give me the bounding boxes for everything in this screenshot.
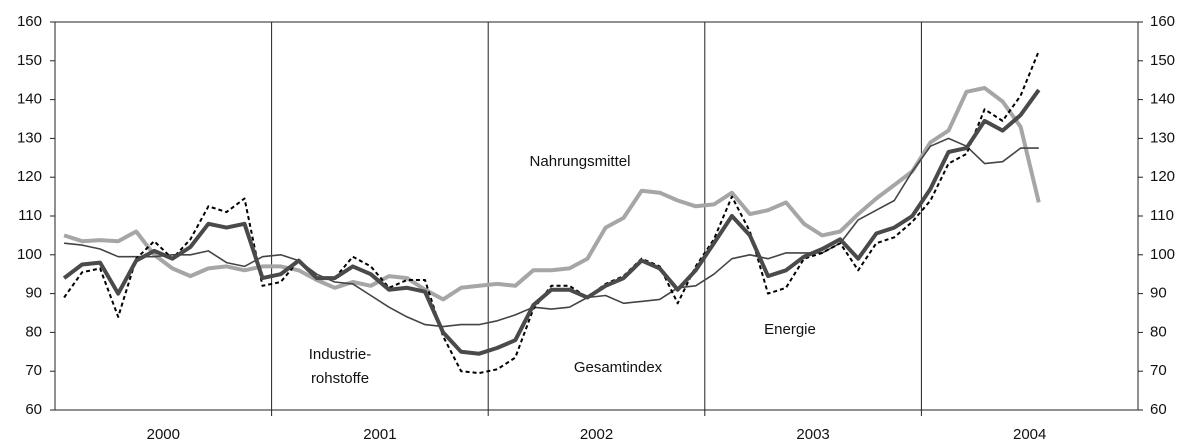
x-tick-label: 2000: [147, 426, 180, 443]
series-label: rohstoffe: [311, 370, 369, 387]
y2-tick-label: 110: [1150, 207, 1174, 224]
y-tick-label: 80: [25, 323, 42, 340]
y-tick-label: 120: [17, 168, 42, 185]
y2-tick-label: 130: [1150, 129, 1175, 146]
series-line: [63, 50, 1040, 375]
y-tick-label: 150: [17, 52, 42, 69]
series-label: Industrie-: [309, 346, 372, 363]
x-tick-label: 2004: [1013, 426, 1046, 443]
y-tick-label: 130: [17, 129, 42, 146]
plot-frame: [54, 21, 1139, 411]
series-line: [64, 137, 1039, 328]
y2-tick-label: 150: [1150, 52, 1175, 69]
y2-tick-label: 70: [1150, 362, 1167, 379]
series-line: [63, 86, 1041, 302]
y2-tick-label: 60: [1150, 401, 1167, 418]
y-tick-label: 110: [18, 207, 42, 224]
series-label: Energie: [764, 321, 816, 338]
y-tick-label: 70: [25, 362, 42, 379]
y2-tick-label: 100: [1150, 246, 1175, 263]
x-tick-label: 2001: [363, 426, 396, 443]
y-tick-label: 160: [17, 13, 42, 30]
series-line: [62, 88, 1041, 356]
y-tick-label: 100: [17, 246, 42, 263]
y-tick-label: 60: [25, 401, 42, 418]
series-label: Gesamtindex: [574, 359, 663, 376]
y2-tick-label: 80: [1150, 323, 1167, 340]
y2-tick-label: 90: [1150, 285, 1167, 302]
y-tick-label: 140: [17, 91, 42, 108]
y-tick-label: 90: [25, 285, 42, 302]
y2-tick-label: 140: [1150, 91, 1175, 108]
x-tick-label: 2003: [796, 426, 829, 443]
x-tick-label: 2002: [580, 426, 613, 443]
series-label: Nahrungsmittel: [530, 153, 631, 170]
y2-tick-label: 160: [1150, 13, 1175, 30]
y2-tick-label: 120: [1150, 168, 1175, 185]
